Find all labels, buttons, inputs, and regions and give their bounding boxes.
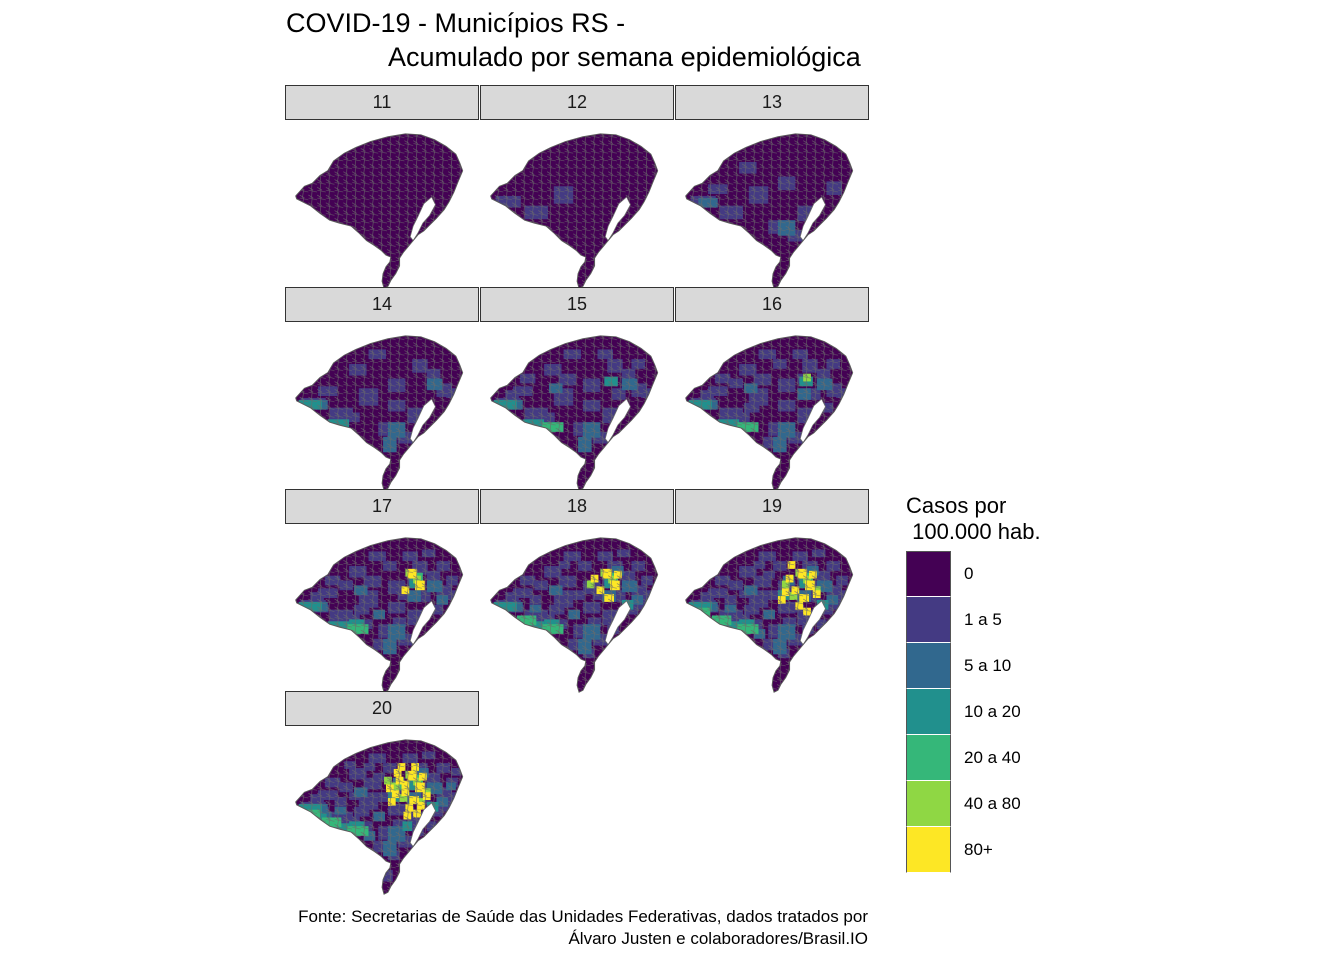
facet-strip-13: 13 <box>675 85 869 120</box>
legend-item: 0 <box>906 551 1041 597</box>
state-outline <box>490 335 659 491</box>
chart-title-line1: COVID-19 - Municípios RS - <box>286 8 626 38</box>
legend-item: 10 a 20 <box>906 689 1041 735</box>
legend-label: 0 <box>964 564 974 583</box>
facet-map-13 <box>685 133 854 289</box>
municipality-borders <box>490 133 658 289</box>
lagoon <box>799 600 826 646</box>
state-outline <box>685 537 854 693</box>
state-outline <box>490 133 659 289</box>
facet-strip-12: 12 <box>480 85 674 120</box>
municipality-borders <box>490 335 658 491</box>
state-outline <box>295 133 464 289</box>
state-outline <box>685 133 854 289</box>
facet-map-18 <box>490 537 659 693</box>
municipality-borders <box>295 537 463 693</box>
facet-map-12 <box>490 133 659 289</box>
facet-map-16 <box>685 335 854 491</box>
facet-map-14 <box>295 335 464 491</box>
facet-map-11 <box>295 133 464 289</box>
legend-label: 80+ <box>964 840 993 859</box>
legend-label: 40 a 80 <box>964 794 1021 813</box>
state-outline <box>295 739 464 895</box>
state-outline <box>685 335 854 491</box>
facet-strip-19: 19 <box>675 489 869 524</box>
legend-swatch <box>906 551 951 597</box>
municipality-borders <box>685 133 853 289</box>
lagoon <box>409 398 436 444</box>
state-outline <box>295 537 464 693</box>
facet-map-15 <box>490 335 659 491</box>
lagoon <box>409 802 436 848</box>
lagoon <box>409 600 436 646</box>
lagoon <box>604 196 631 242</box>
state-outline <box>295 335 464 491</box>
legend: Casos por 100.000 hab. 0 1 a 5 5 a 10 10 a … <box>906 493 1041 873</box>
municipality-borders <box>685 335 853 491</box>
legend-label: 5 a 10 <box>964 656 1012 675</box>
facet-map-17 <box>295 537 464 693</box>
caption-line1: Fonte: Secretarias de Saúde das Unidades… <box>298 907 868 926</box>
legend-label: 1 a 5 <box>964 610 1002 629</box>
municipality-borders <box>295 133 463 289</box>
facet-map-20 <box>295 739 464 895</box>
legend-swatch <box>906 643 951 689</box>
facet-strip-18: 18 <box>480 489 674 524</box>
facet-strip-16: 16 <box>675 287 869 322</box>
facet-strip-14: 14 <box>285 287 479 322</box>
chart-title-line2: Acumulado por semana epidemiológica <box>388 42 861 72</box>
lagoon <box>604 398 631 444</box>
legend-label: 10 a 20 <box>964 702 1021 721</box>
facet-strip-17: 17 <box>285 489 479 524</box>
lagoon <box>409 196 436 242</box>
municipality-borders <box>295 335 463 491</box>
legend-item: 20 a 40 <box>906 735 1041 781</box>
legend-swatch <box>906 735 951 781</box>
facet-strip-20: 20 <box>285 691 479 726</box>
lagoon <box>604 600 631 646</box>
caption: Fonte: Secretarias de Saúde das Unidades… <box>298 906 868 950</box>
municipality-borders <box>685 537 853 693</box>
facet-map-19 <box>685 537 854 693</box>
municipality-borders <box>490 537 658 693</box>
legend-swatch <box>906 781 951 827</box>
legend-swatch <box>906 597 951 643</box>
legend-swatch <box>906 689 951 735</box>
legend-title: Casos por 100.000 hab. <box>906 493 1041 544</box>
caption-line2: Álvaro Justen e colaboradores/Brasil.IO <box>568 929 868 948</box>
state-outline <box>490 537 659 693</box>
legend-item: 5 a 10 <box>906 643 1041 689</box>
legend-label: 20 a 40 <box>964 748 1021 767</box>
lagoon <box>799 398 826 444</box>
municipality-borders <box>295 739 463 895</box>
facet-strip-11: 11 <box>285 85 479 120</box>
lagoon <box>799 196 826 242</box>
legend-item: 1 a 5 <box>906 597 1041 643</box>
legend-keys: 0 1 a 5 5 a 10 10 a 20 20 a 40 40 a 80 80+ <box>906 551 1041 873</box>
facet-strip-15: 15 <box>480 287 674 322</box>
legend-swatch <box>906 827 951 873</box>
legend-item: 40 a 80 <box>906 781 1041 827</box>
legend-item: 80+ <box>906 827 1041 873</box>
